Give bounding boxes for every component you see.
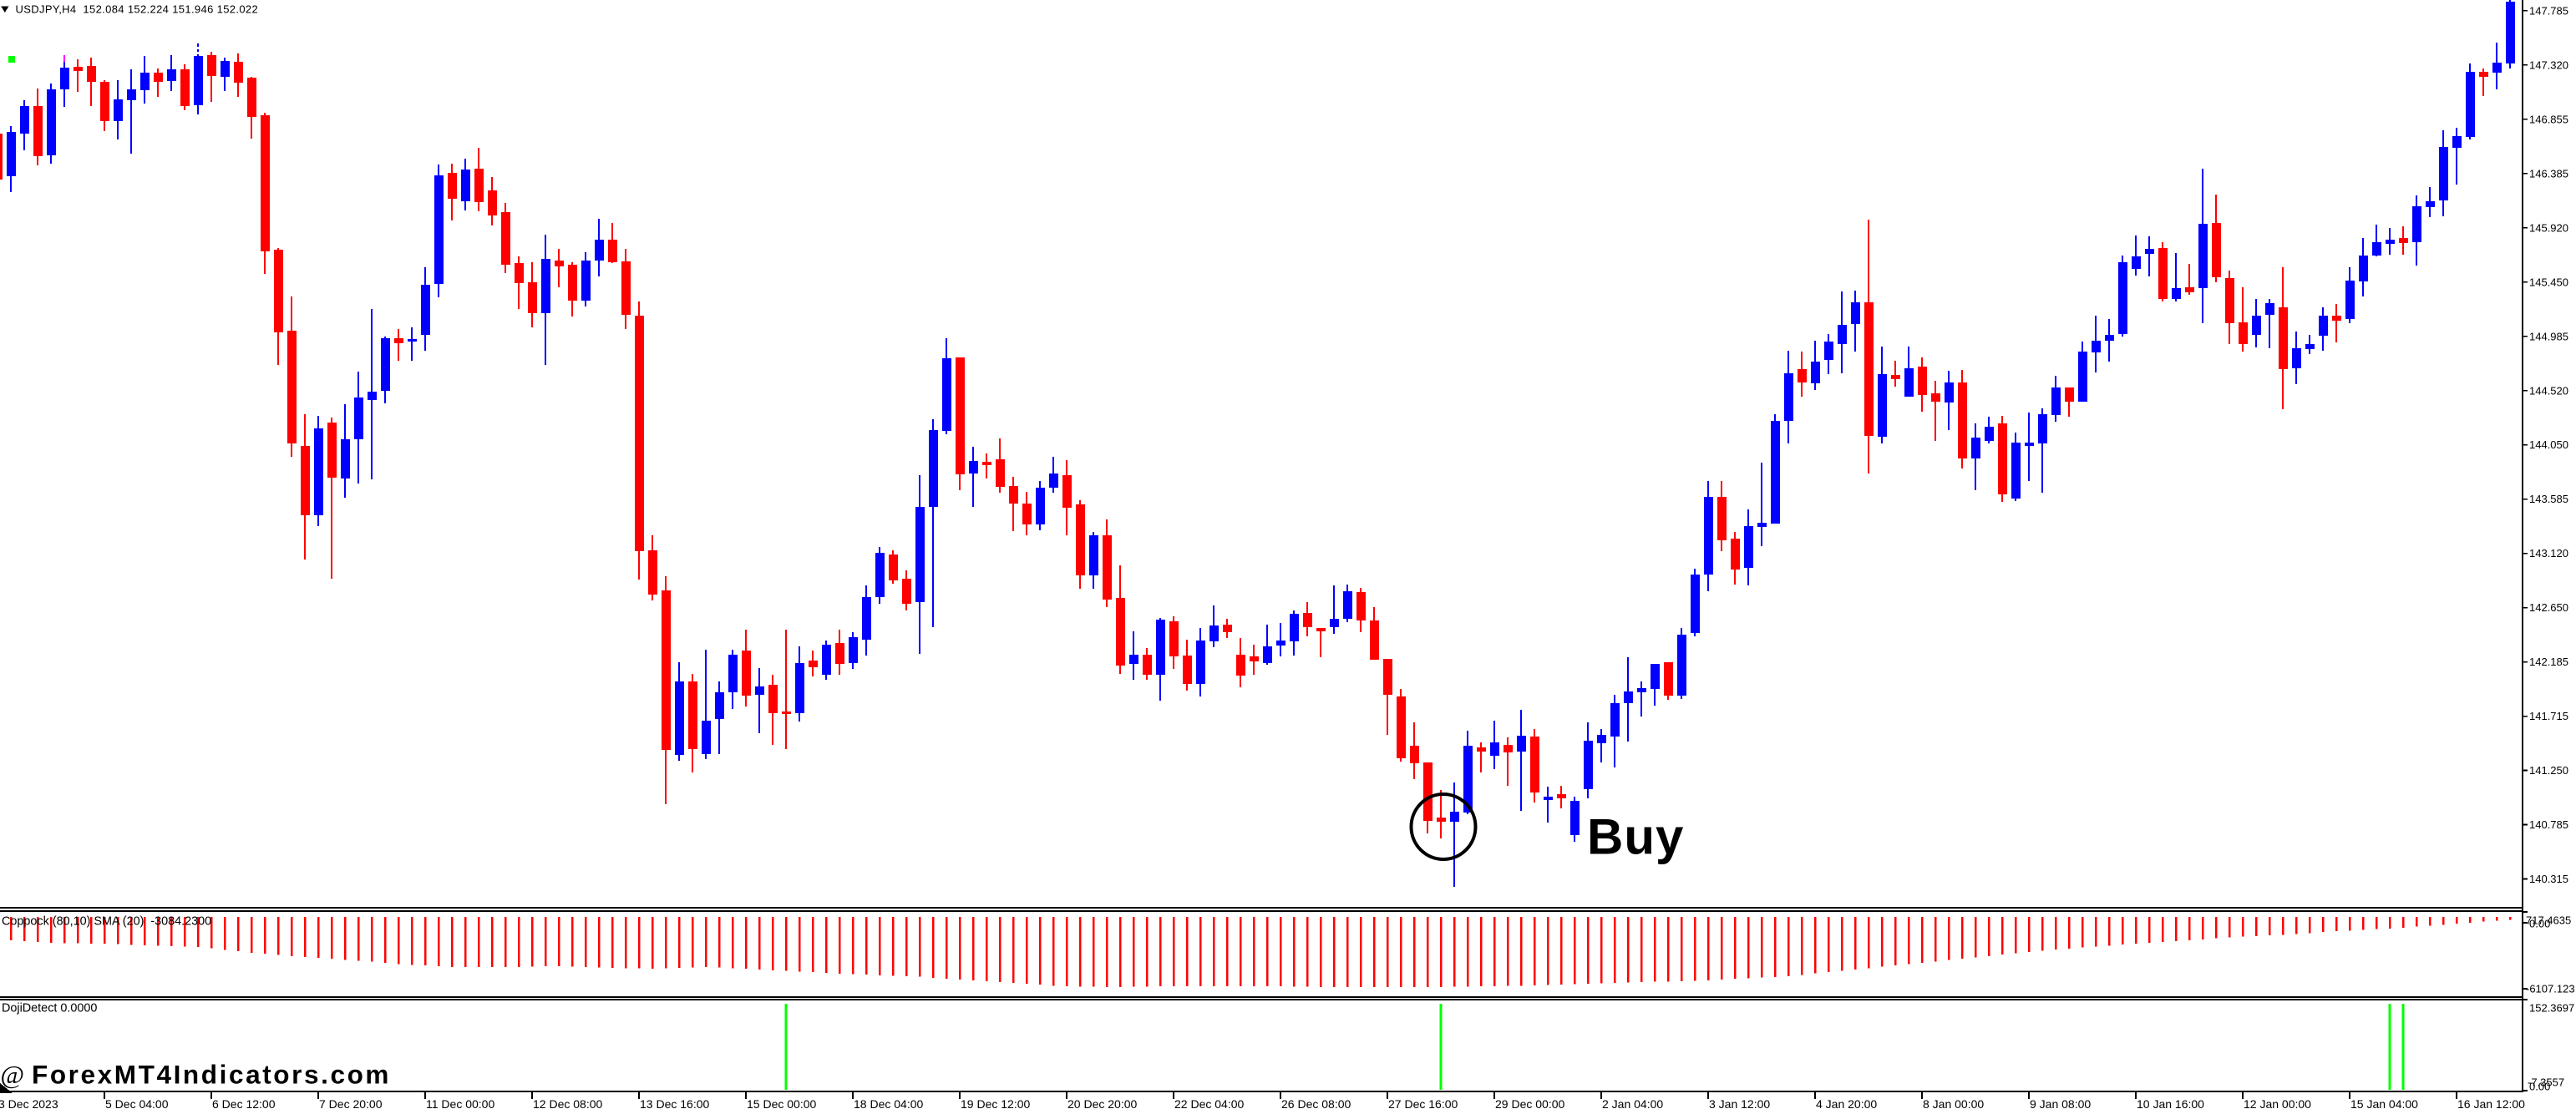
svg-text:15 Dec 00:00: 15 Dec 00:00 — [747, 1097, 816, 1109]
svg-text:Coppock (80,10) SMA (20) -308: Coppock (80,10) SMA (20) -3084.2300 — [2, 915, 211, 929]
svg-text:27 Dec 16:00: 27 Dec 16:00 — [1388, 1097, 1458, 1109]
svg-text:Buy: Buy — [1587, 809, 1684, 865]
svg-text:6 Dec 12:00: 6 Dec 12:00 — [212, 1097, 276, 1109]
svg-text:4 Jan 20:00: 4 Jan 20:00 — [1816, 1097, 1877, 1109]
svg-text:144.050: 144.050 — [2529, 438, 2568, 451]
svg-text:0.00: 0.00 — [2529, 918, 2550, 930]
svg-text:146.385: 146.385 — [2529, 167, 2568, 180]
svg-text:144.520: 144.520 — [2529, 384, 2568, 397]
svg-text:DojiDetect 0.0000: DojiDetect 0.0000 — [2, 1002, 97, 1015]
svg-text:3 Dec 2023: 3 Dec 2023 — [0, 1097, 58, 1109]
svg-text:19 Dec 12:00: 19 Dec 12:00 — [961, 1097, 1030, 1109]
svg-text:8 Jan 00:00: 8 Jan 00:00 — [1923, 1097, 1984, 1109]
svg-text:3 Jan 12:00: 3 Jan 12:00 — [1709, 1097, 1770, 1109]
svg-text:12 Jan 00:00: 12 Jan 00:00 — [2244, 1097, 2311, 1109]
svg-text:29 Dec 00:00: 29 Dec 00:00 — [1495, 1097, 1564, 1109]
svg-text:7 Dec 20:00: 7 Dec 20:00 — [319, 1097, 383, 1109]
svg-text:-7.3557: -7.3557 — [2528, 1076, 2564, 1089]
svg-text:26 Dec 08:00: 26 Dec 08:00 — [1281, 1097, 1351, 1109]
svg-text:10 Jan 16:00: 10 Jan 16:00 — [2137, 1097, 2204, 1109]
svg-text:147.785: 147.785 — [2529, 4, 2568, 17]
svg-text:12 Dec 08:00: 12 Dec 08:00 — [533, 1097, 602, 1109]
svg-text:15 Jan 04:00: 15 Jan 04:00 — [2350, 1097, 2418, 1109]
svg-text:13 Dec 16:00: 13 Dec 16:00 — [640, 1097, 709, 1109]
svg-text:-6107.123: -6107.123 — [2526, 983, 2575, 995]
svg-text:11 Dec 00:00: 11 Dec 00:00 — [426, 1097, 494, 1109]
svg-text:147.320: 147.320 — [2529, 58, 2568, 71]
svg-text:140.315: 140.315 — [2529, 873, 2568, 885]
svg-text:145.450: 145.450 — [2529, 276, 2568, 288]
svg-text:20 Dec 20:00: 20 Dec 20:00 — [1067, 1097, 1137, 1109]
svg-text:143.120: 143.120 — [2529, 547, 2568, 560]
svg-text:141.715: 141.715 — [2529, 710, 2568, 722]
svg-text:2 Jan 04:00: 2 Jan 04:00 — [1602, 1097, 1663, 1109]
svg-text:0.00: 0.00 — [2529, 1081, 2550, 1093]
svg-text:USDJPY,H4 152.084 152.224 151: USDJPY,H4 152.084 152.224 151.946 152.02… — [16, 3, 259, 16]
svg-text:18 Dec 04:00: 18 Dec 04:00 — [854, 1097, 923, 1109]
svg-text:152.3697: 152.3697 — [2529, 1002, 2574, 1015]
svg-text:143.585: 143.585 — [2529, 493, 2568, 505]
svg-text:16 Jan 12:00: 16 Jan 12:00 — [2457, 1097, 2525, 1109]
svg-text:144.985: 144.985 — [2529, 330, 2568, 342]
svg-text:5 Dec 04:00: 5 Dec 04:00 — [105, 1097, 169, 1109]
svg-text:142.185: 142.185 — [2529, 656, 2568, 668]
svg-text:717.4635: 717.4635 — [2526, 914, 2571, 927]
svg-text:141.250: 141.250 — [2529, 764, 2568, 777]
svg-text:145.920: 145.920 — [2529, 221, 2568, 234]
svg-text:@: @ — [1, 1060, 25, 1089]
svg-text:22 Dec 04:00: 22 Dec 04:00 — [1174, 1097, 1244, 1109]
svg-text:146.855: 146.855 — [2529, 113, 2568, 125]
svg-text:140.785: 140.785 — [2529, 818, 2568, 831]
svg-text:142.650: 142.650 — [2529, 601, 2568, 614]
svg-text:9 Jan 08:00: 9 Jan 08:00 — [2030, 1097, 2091, 1109]
svg-text:ForexMT4Indicators.com: ForexMT4Indicators.com — [32, 1060, 391, 1090]
